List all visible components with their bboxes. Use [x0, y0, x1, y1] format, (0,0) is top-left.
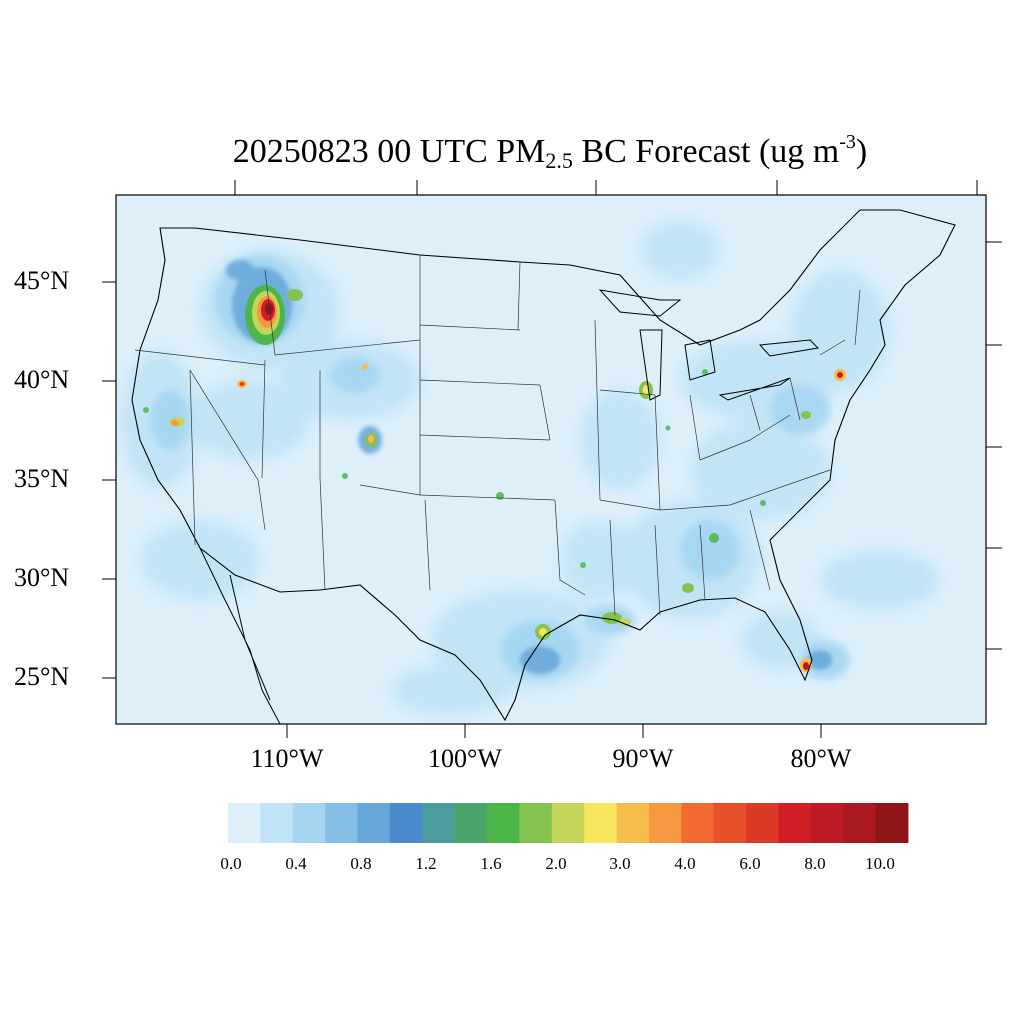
lat-label-35n: 35°N: [14, 464, 70, 493]
colorbar-swatch: [778, 803, 812, 843]
hotspot-northern-california: [169, 417, 185, 427]
hotspot-new-york: [801, 369, 846, 419]
colorbar-swatch: [260, 803, 294, 843]
colorbar-label: 1.6: [480, 854, 502, 873]
colorbar-swatch: [551, 803, 585, 843]
us-outline: [131, 209, 956, 722]
colorbar-label: 0.4: [285, 854, 307, 873]
lon-label-100w: 100°W: [428, 744, 502, 773]
colorbar-swatch: [648, 803, 682, 843]
colorbar-label: 1.2: [415, 854, 437, 873]
colorbar-swatch: [228, 803, 261, 843]
colorbar-swatch: [616, 803, 650, 843]
colorbar-swatch: [713, 803, 747, 843]
great-lakes: [598, 289, 820, 401]
map-outlines: [131, 209, 956, 724]
lat-label-45n: 45°N: [14, 266, 70, 295]
hotspot-chicago: [639, 381, 653, 399]
colorbar-swatch: [422, 803, 456, 843]
hotspot-colorado: [362, 364, 377, 447]
colorbar-swatch: [746, 803, 779, 843]
lon-label-110w: 110°W: [250, 744, 324, 773]
hotspot-utah-nevada: [237, 380, 247, 388]
colorbar-label: 6.0: [739, 854, 761, 873]
colorbar-swatch: [357, 803, 391, 843]
colorbar-label: 10.0: [865, 854, 895, 873]
lat-label-25n: 25°N: [14, 662, 70, 691]
colorbar-swatch: [325, 803, 358, 843]
lon-label-90w: 90°W: [612, 744, 674, 773]
colorbar-swatch: [584, 803, 617, 843]
colorbar-label: 2.0: [545, 854, 567, 873]
colorbar-swatch: [681, 803, 715, 843]
axis-ticks: [102, 180, 1002, 738]
lon-label-80w: 80°W: [790, 744, 852, 773]
hotspot-idaho-wyoming: [245, 285, 303, 345]
lat-label-40n: 40°N: [14, 365, 70, 394]
colorbar-label: 3.0: [609, 854, 631, 873]
colorbar-swatch: [875, 803, 909, 843]
lat-label-30n: 30°N: [14, 563, 70, 592]
colorbar-label: 0.8: [350, 854, 372, 873]
colorbar-swatch: [292, 803, 326, 843]
colorbar-swatch: [519, 803, 553, 843]
state-boundaries: [134, 255, 861, 616]
colorbar: [228, 803, 909, 843]
colorbar-swatch: [843, 803, 877, 843]
colorbar-label: 0.0: [220, 854, 242, 873]
colorbar-swatch: [810, 803, 844, 843]
colorbar-label: 8.0: [804, 854, 826, 873]
colorbar-swatch: [389, 803, 423, 843]
map-title: 20250823 00 UTC PM2.5 BC Forecast (ug m-…: [232, 131, 868, 173]
colorbar-label: 4.0: [674, 854, 696, 873]
colorbar-swatch: [454, 803, 488, 843]
baja-coast: [199, 547, 281, 724]
map-frame: [115, 194, 987, 725]
colorbar-swatch: [487, 803, 520, 843]
